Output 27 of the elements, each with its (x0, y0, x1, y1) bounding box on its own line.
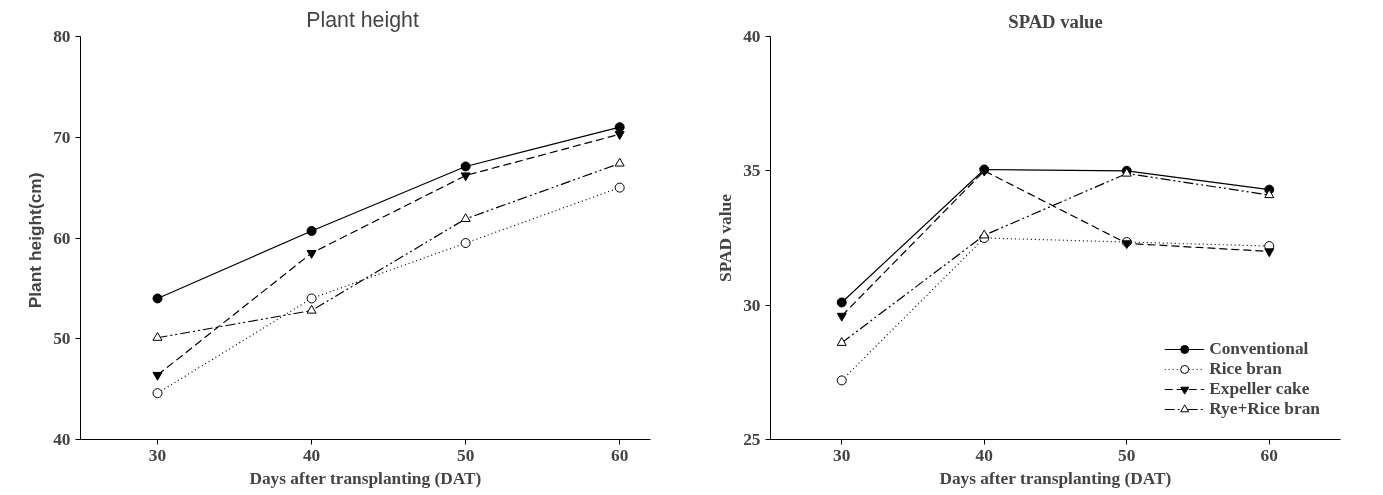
x-tick-label: 60 (1260, 445, 1278, 465)
y-tick-label: 25 (743, 430, 761, 449)
x-tick-label: 50 (1118, 445, 1136, 465)
legend-label: Rye+Rice bran (1209, 399, 1320, 419)
x-tick-label: 60 (611, 445, 629, 465)
x-tick-label: 50 (456, 445, 475, 465)
y-tick-label: 80 (53, 27, 71, 46)
y-tick-label: 70 (53, 127, 71, 147)
y-tick-label: 50 (53, 329, 71, 349)
y-tick-label: 30 (743, 295, 761, 315)
y-tick-label: 40 (53, 430, 71, 449)
chart-title: SPAD value (1008, 10, 1103, 32)
legend-label: Conventional (1209, 339, 1309, 359)
y-tick-label: 40 (743, 27, 761, 46)
x-tick-label: 30 (833, 445, 851, 465)
x-tick-label: 40 (302, 445, 321, 465)
y-axis-title: Plant height(cm) (25, 172, 46, 309)
x-tick-label: 30 (148, 445, 167, 465)
x-axis-title: Days after transplanting (DAT) (939, 468, 1172, 488)
y-axis-title: SPAD value (716, 193, 736, 282)
y-tick-label: 60 (53, 228, 71, 248)
x-axis-title: Days after transplanting (DAT) (249, 468, 482, 488)
legend-label: Rice bran (1209, 359, 1282, 379)
legend-label: Expeller cake (1209, 379, 1310, 399)
y-tick-label: 35 (743, 161, 761, 181)
chart-title: Plant height (306, 7, 419, 32)
x-tick-label: 40 (975, 445, 993, 465)
